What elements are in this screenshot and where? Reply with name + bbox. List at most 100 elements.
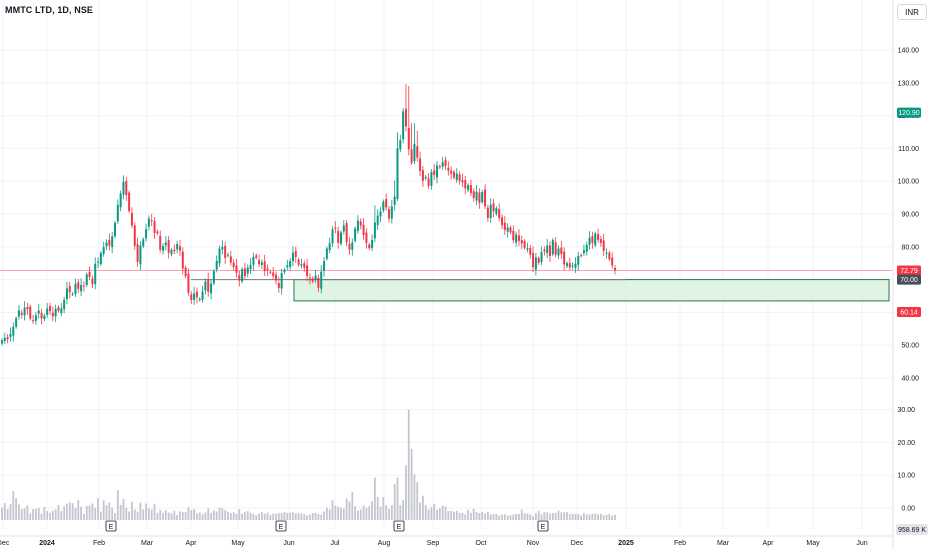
currency-selector[interactable]: INR [897,4,927,20]
demand-zone-rectangle[interactable] [293,279,890,302]
volume-bar [543,512,546,520]
volume-bar [57,504,60,520]
candle-body [577,255,580,265]
candle-body [193,293,196,300]
volume-bar [515,513,518,520]
volume-bar [568,514,571,520]
volume-bar [583,513,585,520]
candle-body [57,307,60,311]
volume-bar [571,513,574,520]
candle-body [444,159,447,167]
volume-bar [605,514,608,520]
candle-body [29,306,32,319]
candle-body [34,315,37,321]
candle-body [291,252,294,262]
volume-bar [252,514,255,520]
earnings-marker-label: E [279,524,284,531]
volume-last-label-bg [896,524,928,535]
earnings-marker[interactable]: E [105,520,117,532]
candle-body [452,172,455,178]
candle-body [249,264,252,270]
volume-bar [362,505,365,520]
candle-body [373,222,376,239]
candle-body [243,268,246,276]
volume-bar [292,512,294,520]
time-tick-label: Dec [0,540,10,547]
volume-bar [337,506,340,520]
volume-bar [269,515,272,520]
candle-body [54,308,57,317]
volume-bar [275,513,277,520]
candle-body [560,247,563,255]
candle-body [339,232,342,244]
volume-bar [18,504,20,520]
candle-body [263,261,266,272]
volume-last-label: 958.69 K [896,524,928,535]
time-axis[interactable]: Dec 2024 Feb Mar Apr May Jun Jul Aug Sep Oct Nov Dec… [0,535,893,547]
volume-bar [388,508,390,520]
volume-bar [560,512,563,520]
volume-bar [430,507,433,520]
volume-bar [311,513,314,520]
volume-bar [187,507,190,520]
volume-bar [481,511,484,520]
volume-bar [162,512,164,520]
volume-bar [238,509,241,520]
candle-body [23,307,26,316]
volume-bar [379,506,382,520]
volume-bar [23,508,26,520]
candle-body [65,288,68,300]
volume-bar [147,508,150,520]
volume-bar [289,512,292,520]
volume-bar [478,513,481,520]
candle-body [537,258,540,263]
candle-body [523,241,526,248]
candle-body [314,275,317,280]
candle-body [450,170,453,174]
volume-bar [83,514,85,520]
candle-body [337,230,340,243]
candle-body [187,273,190,293]
volume-bar [232,512,235,520]
volume-bar [212,510,215,520]
candle-body [255,255,258,258]
drawing-tools[interactable] [191,279,890,302]
volume-bar [181,511,184,520]
price-label-bg [897,274,921,285]
time-tick-label: Nov [527,540,540,547]
candle-body [427,178,430,186]
candle-body [348,243,351,250]
price-tick-label: 40.00 [901,376,919,383]
volume-bar [6,509,9,520]
candle-body [365,232,368,243]
earnings-marker[interactable]: E [393,520,405,532]
candle-body [136,244,139,262]
candle-body [571,265,574,267]
volume-bar [470,512,472,520]
volume-bar [29,513,32,520]
volume-bar [317,514,320,520]
candle-body [478,192,481,203]
candle-body [608,252,611,260]
time-tick-label: Jun [283,540,294,547]
candle-body [49,306,52,312]
candle-body [80,284,83,292]
candle-body [464,180,467,189]
time-tick-label: May [806,540,820,547]
volume-bar [156,512,159,520]
volume-bar [34,508,37,520]
volume-bar [88,505,91,520]
volume-bar [108,502,111,520]
volume-bar [436,509,438,520]
price-label-bg [897,306,921,317]
volume-bar [557,510,560,520]
candle-body [489,204,492,218]
earnings-marker[interactable]: E [275,520,287,532]
candle-body [546,245,549,254]
candlesticks[interactable] [1,83,616,346]
volume-bar [196,513,198,520]
earnings-marker[interactable]: E [537,520,549,532]
candle-body [458,174,461,181]
